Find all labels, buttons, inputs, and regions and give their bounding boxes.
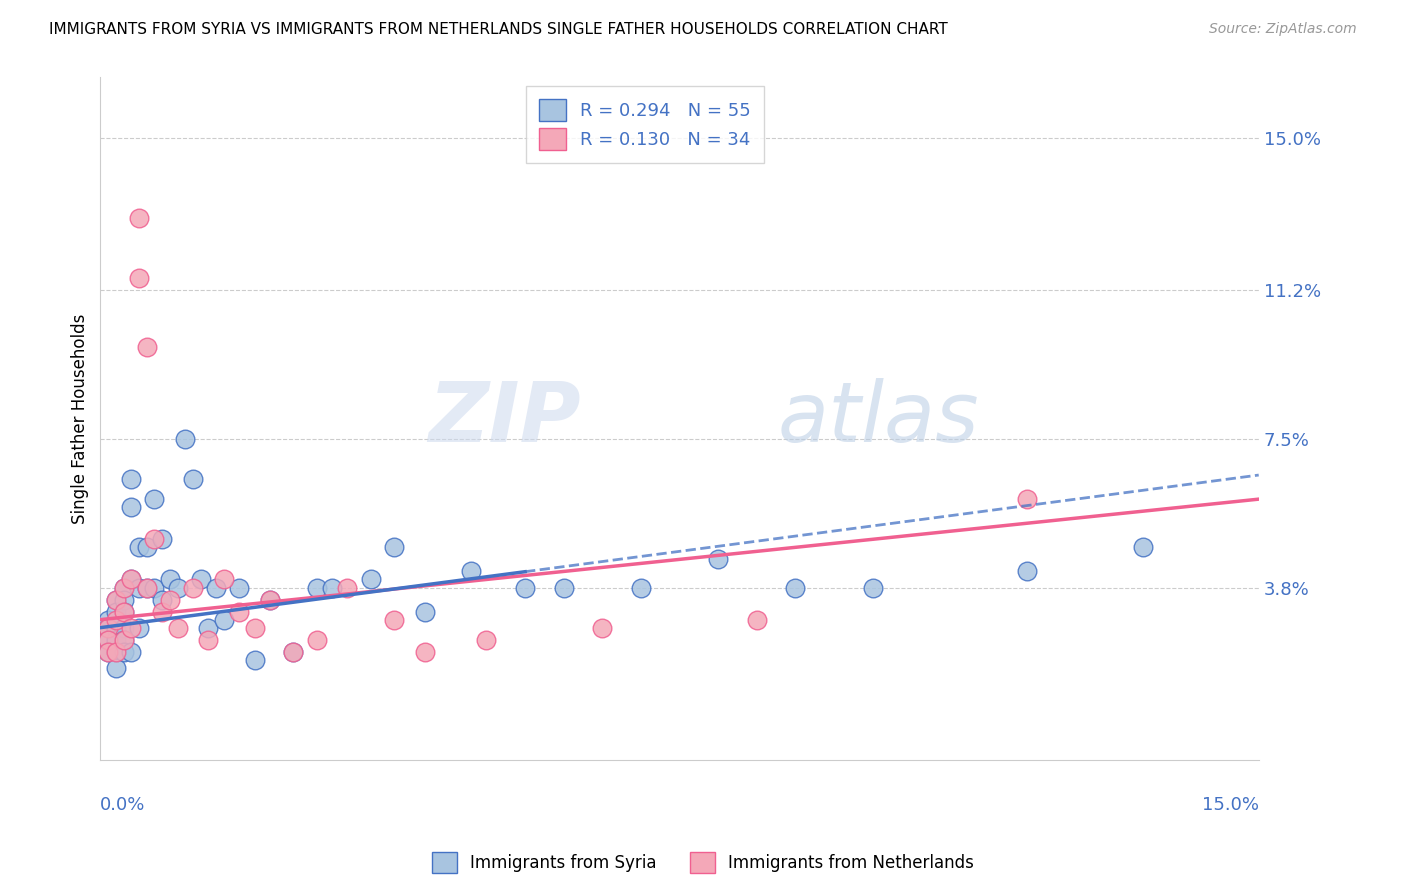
Point — [112, 605, 135, 619]
Point — [212, 573, 235, 587]
Point — [785, 581, 807, 595]
Point — [97, 621, 120, 635]
Point — [135, 541, 157, 555]
Point — [120, 621, 142, 635]
Point — [1015, 492, 1038, 507]
Point — [128, 541, 150, 555]
Point — [1015, 565, 1038, 579]
Text: ZIP: ZIP — [429, 378, 581, 459]
Point — [97, 613, 120, 627]
Point — [159, 592, 181, 607]
Point — [112, 581, 135, 595]
Point — [112, 645, 135, 659]
Point — [413, 605, 436, 619]
Point — [166, 621, 188, 635]
Point — [553, 581, 575, 595]
Point — [104, 605, 127, 619]
Legend: Immigrants from Syria, Immigrants from Netherlands: Immigrants from Syria, Immigrants from N… — [425, 846, 981, 880]
Point — [181, 472, 204, 486]
Point — [143, 492, 166, 507]
Point — [150, 533, 173, 547]
Point — [104, 645, 127, 659]
Point — [150, 592, 173, 607]
Point — [243, 653, 266, 667]
Point — [128, 211, 150, 225]
Point — [128, 271, 150, 285]
Point — [283, 645, 305, 659]
Point — [475, 632, 498, 647]
Point — [283, 645, 305, 659]
Point — [104, 592, 127, 607]
Point — [630, 581, 652, 595]
Point — [413, 645, 436, 659]
Point — [1132, 541, 1154, 555]
Point — [112, 621, 135, 635]
Point — [190, 573, 212, 587]
Point — [259, 592, 281, 607]
Point — [228, 605, 250, 619]
Point — [460, 565, 482, 579]
Point — [707, 552, 730, 566]
Point — [104, 621, 127, 635]
Point — [104, 661, 127, 675]
Point — [112, 581, 135, 595]
Point — [112, 632, 135, 647]
Point — [174, 432, 197, 446]
Point — [143, 533, 166, 547]
Point — [143, 581, 166, 595]
Point — [112, 592, 135, 607]
Point — [382, 613, 405, 627]
Point — [591, 621, 613, 635]
Text: Source: ZipAtlas.com: Source: ZipAtlas.com — [1209, 22, 1357, 37]
Text: 15.0%: 15.0% — [1202, 797, 1258, 814]
Point — [305, 581, 328, 595]
Point — [128, 621, 150, 635]
Point — [120, 645, 142, 659]
Text: atlas: atlas — [778, 378, 980, 459]
Point — [382, 541, 405, 555]
Point — [112, 632, 135, 647]
Point — [862, 581, 884, 595]
Point — [104, 613, 127, 627]
Point — [259, 592, 281, 607]
Point — [120, 573, 142, 587]
Point — [135, 581, 157, 595]
Point — [305, 632, 328, 647]
Point — [336, 581, 359, 595]
Point — [120, 472, 142, 486]
Text: IMMIGRANTS FROM SYRIA VS IMMIGRANTS FROM NETHERLANDS SINGLE FATHER HOUSEHOLDS CO: IMMIGRANTS FROM SYRIA VS IMMIGRANTS FROM… — [49, 22, 948, 37]
Text: 0.0%: 0.0% — [100, 797, 146, 814]
Point — [159, 573, 181, 587]
Point — [104, 592, 127, 607]
Point — [212, 613, 235, 627]
Point — [197, 621, 219, 635]
Point — [135, 581, 157, 595]
Point — [104, 632, 127, 647]
Point — [360, 573, 382, 587]
Legend: R = 0.294   N = 55, R = 0.130   N = 34: R = 0.294 N = 55, R = 0.130 N = 34 — [526, 87, 763, 163]
Point — [135, 339, 157, 353]
Point — [128, 581, 150, 595]
Point — [97, 621, 120, 635]
Point — [112, 605, 135, 619]
Point — [745, 613, 768, 627]
Point — [97, 632, 120, 647]
Point — [120, 573, 142, 587]
Point — [181, 581, 204, 595]
Point — [166, 581, 188, 595]
Point — [197, 632, 219, 647]
Point — [150, 605, 173, 619]
Point — [97, 632, 120, 647]
Point — [97, 645, 120, 659]
Point — [228, 581, 250, 595]
Point — [243, 621, 266, 635]
Point — [97, 645, 120, 659]
Point — [513, 581, 536, 595]
Point — [120, 500, 142, 515]
Point — [205, 581, 228, 595]
Y-axis label: Single Father Households: Single Father Households — [72, 314, 89, 524]
Point — [321, 581, 343, 595]
Point — [104, 645, 127, 659]
